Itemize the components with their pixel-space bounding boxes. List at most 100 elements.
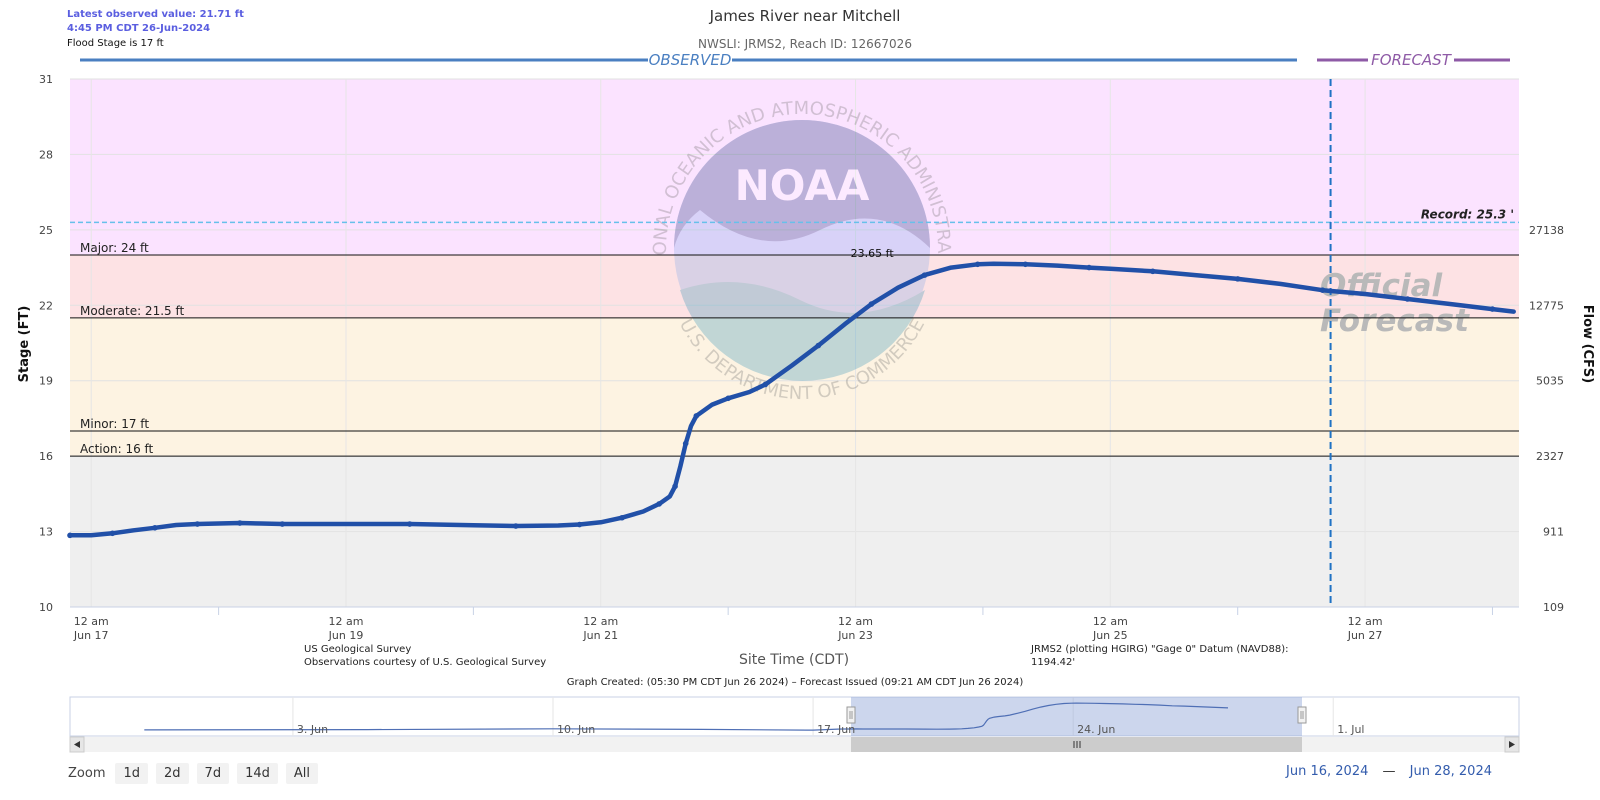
range-from-input[interactable]: Jun 16, 2024 (1286, 764, 1369, 779)
navigator-label: 17. Jun (817, 723, 855, 736)
series-point (279, 521, 286, 527)
y2-axis-title: Flow (CFS) (1580, 305, 1595, 383)
navigator-handle-left[interactable] (846, 706, 856, 724)
y2-tick-label: 2327 (1536, 450, 1564, 463)
latest-time: 4:45 PM CDT 26-Jun-2024 (67, 23, 210, 34)
series-point (576, 521, 583, 528)
series-point (921, 272, 928, 278)
zoom-1d-button[interactable]: 1d (115, 763, 149, 784)
series-point (672, 483, 678, 490)
noaa-logo-text: NOAA (735, 161, 870, 210)
y-tick-label: 25 (39, 224, 53, 237)
threshold-label-minor: Minor: 17 ft (80, 417, 149, 431)
x-axis-title: Site Time (CDT) (739, 652, 849, 668)
peak-annotation: 23.65 ft (851, 247, 895, 260)
forecast-label: FORECAST (1371, 51, 1453, 69)
x-tick-label: 12 am (329, 615, 364, 628)
y-tick-label: 31 (39, 73, 53, 86)
y-tick-label: 10 (39, 601, 53, 614)
series-point (1234, 276, 1241, 282)
series-point (656, 501, 662, 507)
series-point (67, 532, 73, 539)
stage-series (67, 261, 1516, 539)
series-point (762, 381, 769, 388)
zoom-14d-button[interactable]: 14d (237, 763, 278, 784)
source-line1: US Geological Survey (304, 644, 411, 655)
date-range: Jun 16, 2024 — Jun 28, 2024 (1286, 764, 1492, 779)
range-to-input[interactable]: Jun 28, 2024 (1409, 764, 1492, 779)
band-major (70, 79, 1519, 255)
series-point (815, 342, 822, 349)
official-forecast-line2: Forecast (1320, 303, 1470, 339)
series-point (406, 521, 413, 527)
y-tick-label: 16 (39, 450, 53, 463)
observed-label: OBSERVED (649, 51, 732, 69)
x-tick-date-label: Jun 23 (837, 629, 873, 642)
series-point (974, 261, 981, 268)
datum-line2: 1194.42' (1031, 657, 1075, 668)
scrollbar[interactable] (69, 736, 1520, 753)
y2-tick-label: 27138 (1529, 224, 1564, 237)
series-point (237, 520, 243, 526)
y2-tick-label: 12775 (1529, 299, 1564, 312)
series-point (513, 523, 519, 529)
scroll-left-icon (74, 741, 80, 748)
y-axis: 10 13 16 19 22 25 28 31 (39, 73, 53, 614)
zoom-2d-button[interactable]: 2d (156, 763, 189, 784)
threshold-label-major: Major: 24 ft (80, 241, 149, 255)
scroll-right-icon (1509, 741, 1515, 748)
x-tick-date-label: Jun 21 (582, 629, 618, 642)
graph-created-note: Graph Created: (05:30 PM CDT Jun 26 2024… (567, 677, 1024, 688)
official-forecast-line1: Official (1320, 268, 1443, 304)
series-point (1319, 287, 1326, 294)
series-point (1149, 268, 1156, 275)
series-point (619, 514, 625, 521)
navigator-label: 1. Jul (1337, 723, 1364, 736)
band-minor (70, 317, 1519, 457)
navigator-handle-right[interactable] (1297, 706, 1307, 724)
record-label: Record: 25.3 ' (1421, 207, 1514, 221)
series-point (194, 521, 201, 527)
zoom-controls: Zoom 1d 2d 7d 14d All (68, 763, 318, 784)
zoom-7d-button[interactable]: 7d (196, 763, 230, 784)
series-point (682, 440, 689, 447)
x-tick-label: 12 am (583, 615, 618, 628)
navigator-label: 24. Jun (1077, 723, 1115, 736)
y-tick-label: 13 (39, 526, 53, 539)
latest-value: Latest observed value: 21.71 ft (67, 9, 244, 20)
chart-subtitle: NWSLI: JRMS2, Reach ID: 12667026 (698, 37, 912, 51)
navigator-label: 10. Jun (557, 723, 595, 736)
y-tick-label: 22 (39, 299, 53, 312)
series-point (725, 395, 731, 402)
navigator[interactable]: 3. Jun 10. Jun 17. Jun 24. Jun 1. Jul (69, 696, 1520, 737)
flood-stage-note: Flood Stage is 17 ft (67, 38, 164, 49)
series-line-0 (67, 261, 1516, 538)
series-point (693, 413, 700, 419)
x-tick-label: 12 am (1348, 615, 1383, 628)
x-tick-label: 12 am (74, 615, 109, 628)
zoom-label: Zoom (68, 766, 106, 781)
y-axis-title: Stage (FT) (17, 306, 32, 383)
threshold-label-action: Action: 16 ft (80, 442, 154, 456)
series-point (1404, 296, 1411, 302)
peak-label: 23.65 ft (851, 247, 895, 260)
series-point (1489, 306, 1496, 312)
x-tick-date-label: Jun 27 (1347, 629, 1383, 642)
threshold-label-moderate: Moderate: 21.5 ft (80, 304, 184, 318)
y2-tick-label: 5035 (1536, 375, 1564, 388)
y2-tick-label: 911 (1543, 526, 1564, 539)
navigator-labels: 3. Jun 10. Jun 17. Jun 24. Jun 1. Jul (297, 723, 1365, 736)
record-line: Record: 25.3 ' (70, 207, 1519, 224)
series-point (152, 525, 158, 531)
zoom-all-button[interactable]: All (285, 763, 318, 784)
series-point (109, 530, 116, 537)
y-tick-label: 19 (39, 375, 53, 388)
navigator-label: 3. Jun (297, 723, 328, 736)
x-tick-date-label: Jun 17 (73, 629, 109, 642)
y-tick-label: 28 (39, 148, 53, 161)
navigator-series (144, 702, 1229, 731)
y2-tick-label: 109 (1543, 601, 1564, 614)
series-point (1022, 261, 1029, 268)
